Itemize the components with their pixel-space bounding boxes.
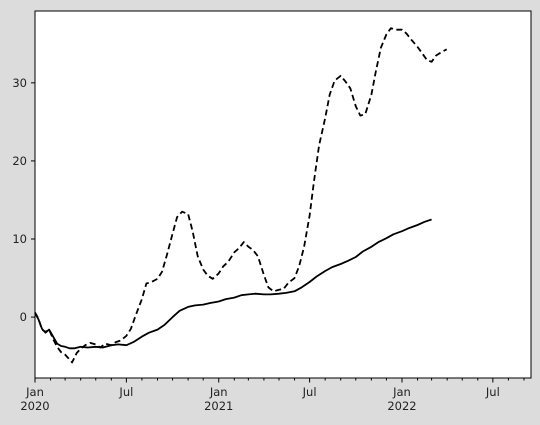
plot-frame [34, 10, 532, 379]
y-tick-label: 10 [12, 232, 27, 246]
y-tick-label: 20 [12, 154, 27, 168]
x-tick-label: Jul [118, 385, 133, 399]
y-tick-label: 30 [12, 76, 27, 90]
series-lines [34, 27, 448, 364]
x-tick-label: Jan 2021 [204, 385, 233, 413]
x-tick-label: Jan 2020 [20, 385, 49, 413]
x-tick-label: Jul [302, 385, 317, 399]
plot-area [35, 11, 531, 378]
x-tick-label: Jan 2022 [387, 385, 416, 413]
y-tick-label: 0 [20, 310, 27, 324]
x-axis: Jan 2020 Jul Jan 2021 Jul Jan 2022 Jul [20, 378, 525, 413]
series-line-solid [34, 218, 432, 350]
series-line-dashed [34, 27, 448, 364]
x-tick-label: Jul [485, 385, 500, 399]
y-axis: 0 10 20 30 [12, 76, 35, 324]
